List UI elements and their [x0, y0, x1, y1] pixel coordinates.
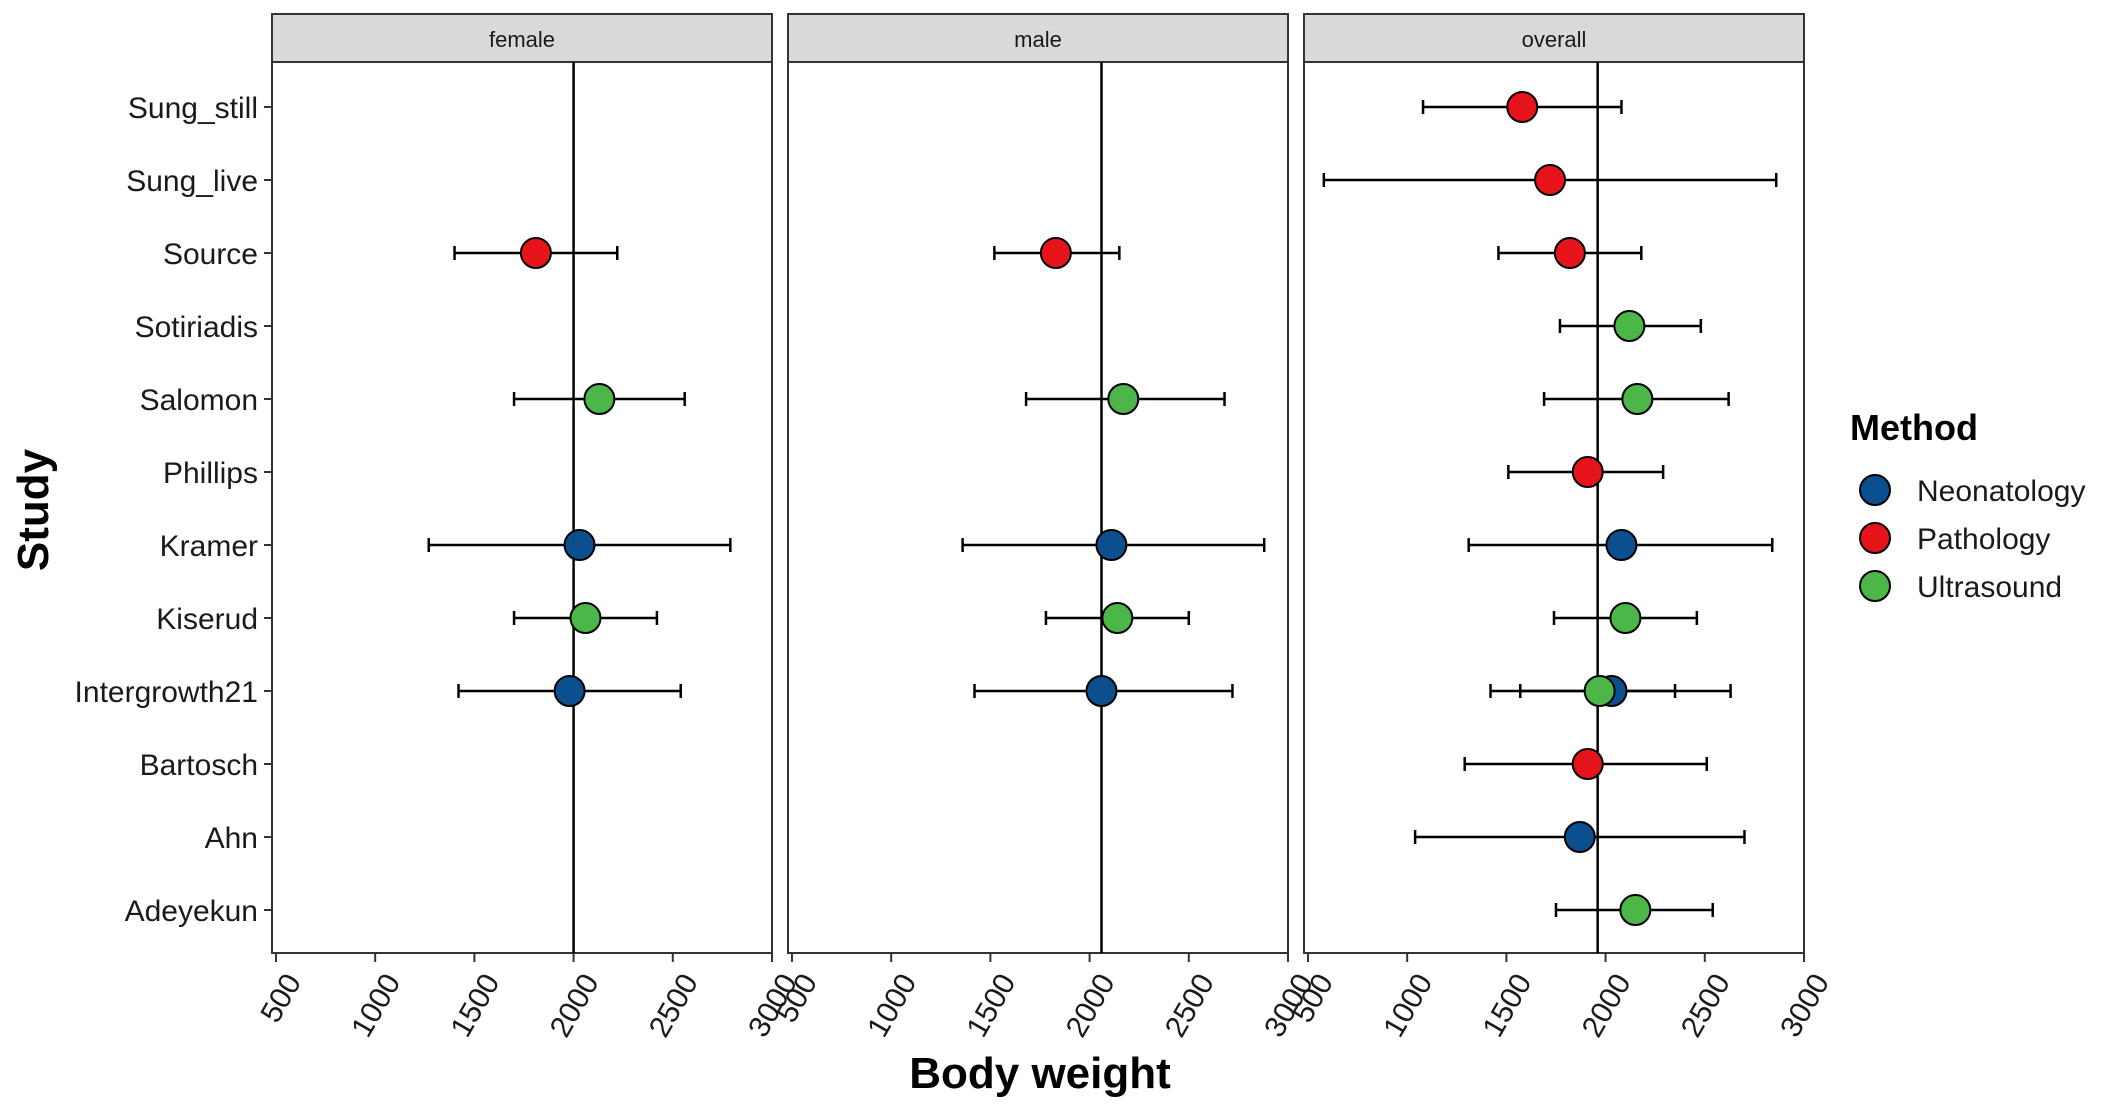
data-point — [1619, 894, 1652, 926]
panel-border — [271, 61, 773, 954]
x-tick-label: 2500 — [1159, 968, 1221, 1042]
data-point — [1583, 675, 1616, 707]
data-point — [1571, 748, 1604, 780]
strip-label: male — [1014, 27, 1062, 52]
y-tick-label: Ahn — [205, 822, 258, 855]
legend-swatch — [1859, 474, 1891, 506]
x-tick-label: 2000 — [1576, 968, 1638, 1042]
strip-label: female — [489, 27, 555, 52]
y-axis-title: Study — [9, 448, 58, 571]
legend-label: Ultrasound — [1917, 571, 2062, 604]
x-tick-label: 1500 — [444, 968, 506, 1042]
legend: Method Neonatology Pathology Ultrasound — [1850, 407, 2085, 604]
y-tick-label: Intergrowth21 — [75, 676, 258, 709]
legend-label: Neonatology — [1917, 475, 2085, 508]
legend-swatch — [1859, 570, 1891, 602]
data-point — [1571, 456, 1604, 488]
data-point — [1621, 383, 1654, 415]
x-axis-title: Body weight — [909, 1049, 1171, 1098]
legend-label: Pathology — [1917, 523, 2050, 556]
strip-background — [1303, 13, 1805, 63]
data-point — [569, 602, 602, 634]
y-tick-label: Kramer — [160, 530, 258, 563]
legend-entry: Ultrasound — [1859, 570, 2062, 604]
x-tick-label: 3000 — [1774, 968, 1836, 1042]
legend-title: Method — [1850, 407, 1978, 448]
y-axis: Sung_still Sung_live Source Sotiriadis Salom… — [75, 92, 272, 928]
data-point — [1085, 675, 1118, 707]
x-tick-label: 1500 — [960, 968, 1022, 1042]
strip-label: overall — [1522, 27, 1587, 52]
y-tick-label: Sotiriadis — [135, 311, 258, 344]
data-point — [583, 383, 616, 415]
panel-border — [787, 61, 1289, 954]
y-tick-label: Sung_still — [128, 92, 258, 125]
x-tick-label: 1000 — [345, 968, 407, 1042]
x-tick-label: 1500 — [1477, 968, 1539, 1042]
data-point — [1605, 529, 1638, 561]
strip-background — [271, 13, 773, 63]
data-point — [1613, 310, 1646, 342]
data-point — [1095, 529, 1128, 561]
data-point — [563, 529, 596, 561]
legend-entry: Neonatology — [1859, 474, 2085, 508]
data-point — [519, 237, 552, 269]
y-tick-label: Kiserud — [156, 603, 258, 636]
y-tick-label: Sung_live — [126, 165, 258, 198]
x-tick-label: 2500 — [1675, 968, 1737, 1042]
data-point — [1609, 602, 1642, 634]
x-tick-label: 2000 — [544, 968, 606, 1042]
data-point — [1107, 383, 1140, 415]
legend-swatch — [1859, 522, 1891, 554]
x-tick-label: 2500 — [643, 968, 705, 1042]
data-point — [1101, 602, 1134, 634]
x-tick-label: 2000 — [1060, 968, 1122, 1042]
data-point — [1563, 821, 1596, 853]
x-tick-label: 500 — [254, 968, 308, 1028]
data-point — [553, 675, 586, 707]
data-point — [1553, 237, 1586, 269]
panel-border — [1303, 61, 1805, 954]
x-tick-label: 1000 — [861, 968, 923, 1042]
x-tick-label: 1000 — [1377, 968, 1439, 1042]
y-tick-label: Bartosch — [140, 749, 258, 782]
y-tick-label: Adeyekun — [125, 895, 258, 928]
y-tick-label: Phillips — [163, 457, 258, 490]
y-tick-label: Salomon — [140, 384, 258, 417]
data-point — [1534, 164, 1567, 196]
data-point — [1039, 237, 1072, 269]
legend-entry: Pathology — [1859, 522, 2050, 556]
y-tick-label: Source — [163, 238, 258, 271]
data-point — [1506, 91, 1539, 123]
